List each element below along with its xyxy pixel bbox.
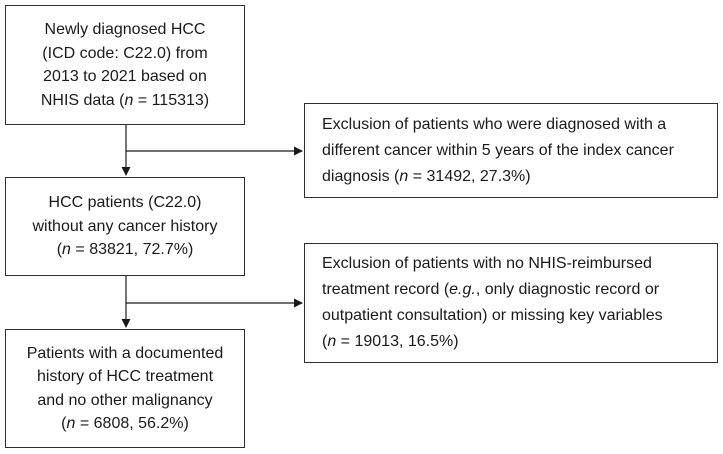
box-line: (n = 6808, 56.2%) [61, 415, 189, 432]
box-exclusion-no-treatment: Exclusion of patients with no NHIS-reimb… [304, 243, 718, 363]
box-line: Newly diagnosed HCC [44, 21, 206, 38]
box-line: and no other malignancy [37, 391, 213, 409]
box-line: (ICD code: C22.0) from [42, 44, 208, 62]
box-exclusion-other-cancer: Exclusion of patients who were diagnosed… [304, 103, 718, 198]
box-line: Exclusion of patients with no NHIS-reimb… [322, 255, 652, 272]
box-line: without any cancer history [32, 217, 218, 235]
box-line: (n = 83821, 72.7%) [56, 241, 194, 259]
box-cohort-no-history: HCC patients (C22.0) without any cancer … [5, 177, 245, 276]
box-line: outpatient consultation) or missing key … [322, 307, 663, 324]
box-line: Exclusion of patients who were diagnosed… [322, 115, 667, 133]
box-line: treatment record (e.g., only diagnostic … [322, 281, 660, 298]
box-line: Patients with a documented [26, 344, 224, 362]
box-cohort-final: Patients with a documented history of HC… [5, 329, 245, 448]
box-line: 2013 to 2021 based on [43, 68, 207, 85]
box-line: different cancer within 5 years of the i… [322, 141, 674, 159]
box-cohort-initial: Newly diagnosed HCC (ICD code: C22.0) fr… [5, 5, 245, 125]
box-line: NHIS data (n = 115313) [40, 91, 210, 109]
box-line: history of HCC treatment [36, 368, 214, 385]
box-line: diagnosis (n = 31492, 27.3%) [322, 167, 531, 185]
box-line: (n = 19013, 16.5%) [322, 333, 459, 350]
box-line: HCC patients (C22.0) [48, 194, 202, 212]
